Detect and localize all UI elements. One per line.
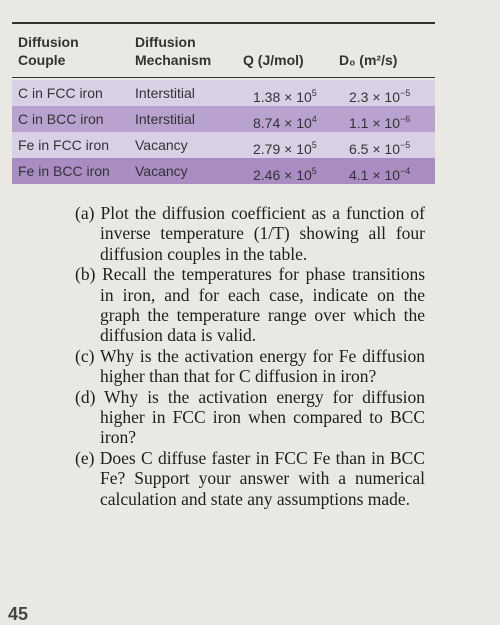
questions: (a) Plot the diffusion coefficient as a … [75, 203, 425, 509]
exponent: −4 [400, 166, 411, 176]
top-rule [12, 22, 435, 24]
question: (c) Why is the activation energy for Fe … [75, 346, 425, 387]
table-row: Fe in FCC iron Vacancy 2.79 × 105 6.5 × 10−… [12, 132, 435, 158]
question-text: Plot the diffusion coefficient as a func… [100, 203, 425, 264]
header-rule [12, 77, 435, 78]
mantissa: 1.38 × 10 [253, 89, 312, 105]
question-label: (b) [75, 264, 96, 285]
column-header: Diffusion [135, 34, 196, 50]
mantissa: 4.1 × 10 [349, 167, 400, 183]
cell: Vacancy [135, 163, 188, 179]
cell: C in FCC iron [18, 85, 103, 101]
table-row: C in BCC iron Interstitial 8.74 × 104 1.1 ×… [12, 106, 435, 132]
mantissa: 2.79 × 10 [253, 141, 312, 157]
column-header: Q (J/mol) [243, 52, 304, 68]
cell: Fe in BCC iron [18, 163, 110, 179]
column-header: Mechanism [135, 52, 212, 68]
cell: 1.1 × 10−6 [349, 111, 410, 132]
mantissa: 2.3 × 10 [349, 89, 400, 105]
exponent: 5 [311, 140, 317, 150]
exponent: −6 [400, 114, 411, 124]
exponent: 5 [311, 166, 317, 176]
cell: Interstitial [135, 111, 195, 127]
mantissa: 6.5 × 10 [349, 141, 400, 157]
question-text: Does C diffuse faster in FCC Fe than in … [99, 447, 426, 509]
question: (d) Why is the activation energy for dif… [75, 387, 425, 448]
question-label: (a) [75, 203, 95, 223]
cell: Fe in FCC iron [18, 137, 110, 153]
exponent: 5 [311, 88, 317, 98]
exponent: −5 [400, 140, 411, 150]
mantissa: 2.46 × 10 [253, 167, 312, 183]
question: (b) Recall the temperatures for phase tr… [75, 264, 425, 346]
exponent: −5 [400, 88, 411, 98]
cell: 2.79 × 105 [253, 137, 317, 158]
cell: 6.5 × 10−5 [349, 137, 410, 158]
cell: Vacancy [135, 137, 188, 153]
cell: C in BCC iron [18, 111, 104, 127]
question-text: Why is the activation energy for Fe diff… [99, 345, 425, 387]
question-label: (e) [75, 447, 95, 468]
cell: 8.74 × 104 [253, 111, 317, 132]
table-row: C in FCC iron Interstitial 1.38 × 105 2.3 ×… [12, 80, 435, 106]
table-row: Fe in BCC iron Vacancy 2.46 × 105 4.1 × 10−… [12, 158, 435, 184]
cell: 2.3 × 10−5 [349, 85, 410, 106]
cell: 4.1 × 10−4 [349, 163, 410, 184]
question: (e) Does C diffuse faster in FCC Fe than… [75, 448, 425, 509]
cell: 1.38 × 105 [253, 85, 317, 106]
column-header: D₀ (m²/s) [339, 52, 398, 68]
question: (a) Plot the diffusion coefficient as a … [75, 203, 425, 264]
mantissa: 1.1 × 10 [349, 115, 400, 131]
column-header: Diffusion [18, 34, 79, 50]
cell: Interstitial [135, 85, 195, 101]
mantissa: 8.74 × 10 [253, 115, 312, 131]
exponent: 4 [311, 114, 317, 124]
question-label: (c) [75, 345, 95, 366]
question-text: Recall the temperatures for phase transi… [100, 264, 425, 346]
column-header: Couple [18, 52, 66, 68]
question-label: (d) [75, 386, 96, 407]
cell: 2.46 × 105 [253, 163, 317, 184]
question-text: Why is the activation energy for diffusi… [100, 386, 425, 448]
page-number: 45 [8, 604, 29, 624]
